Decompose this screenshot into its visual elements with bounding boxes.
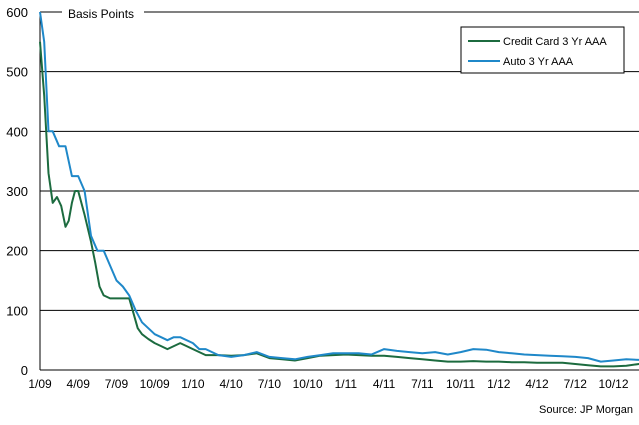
unit-label: Basis Points	[68, 7, 134, 21]
y-tick-label: 400	[6, 124, 28, 139]
x-tick-label: 1/12	[487, 377, 511, 391]
x-tick-label: 10/10	[293, 377, 323, 391]
y-tick-label: 200	[6, 244, 28, 259]
x-tick-label: 1/09	[28, 377, 52, 391]
x-axis-tick-labels: 1/09 4/09 7/09 10/09 1/10 4/10 7/10 10/10 1/11 4/…	[28, 377, 629, 391]
x-tick-label: 10/11	[446, 377, 475, 391]
x-tick-label: 4/09	[67, 377, 91, 391]
x-tick-label: 10/12	[598, 377, 628, 391]
y-tick-label: 300	[6, 184, 28, 199]
legend-label-auto: Auto 3 Yr AAA	[503, 56, 574, 68]
series-line-credit-card	[39, 41, 639, 368]
legend-box	[460, 26, 625, 74]
y-axis-tick-labels: 0 100 200 300 400 500 600	[6, 5, 28, 378]
y-tick-label: 600	[6, 5, 28, 20]
legend-label-credit-card: Credit Card 3 Yr AAA	[503, 36, 607, 48]
x-tick-label: 4/12	[525, 377, 549, 391]
x-tick-label: 1/11	[335, 377, 358, 391]
x-tick-label: 4/11	[373, 377, 396, 391]
series-line-auto	[39, 11, 639, 363]
x-tick-label: 7/09	[105, 377, 129, 391]
y-tick-label: 500	[6, 65, 28, 80]
x-tick-label: 1/10	[181, 377, 205, 391]
series-lines	[39, 11, 639, 368]
legend: Credit Card 3 Yr AAA Auto 3 Yr AAA	[460, 26, 625, 74]
source-note: Source: JP Morgan	[539, 404, 633, 416]
unit-label-bg	[62, 5, 144, 21]
x-tick-label: 10/09	[140, 377, 170, 391]
x-tick-label: 7/10	[258, 377, 282, 391]
y-tick-label: 100	[6, 303, 28, 318]
y-tick-label: 0	[21, 363, 28, 378]
x-tick-label: 7/11	[411, 377, 434, 391]
x-tick-label: 4/10	[219, 377, 243, 391]
x-tick-label: 7/12	[564, 377, 588, 391]
